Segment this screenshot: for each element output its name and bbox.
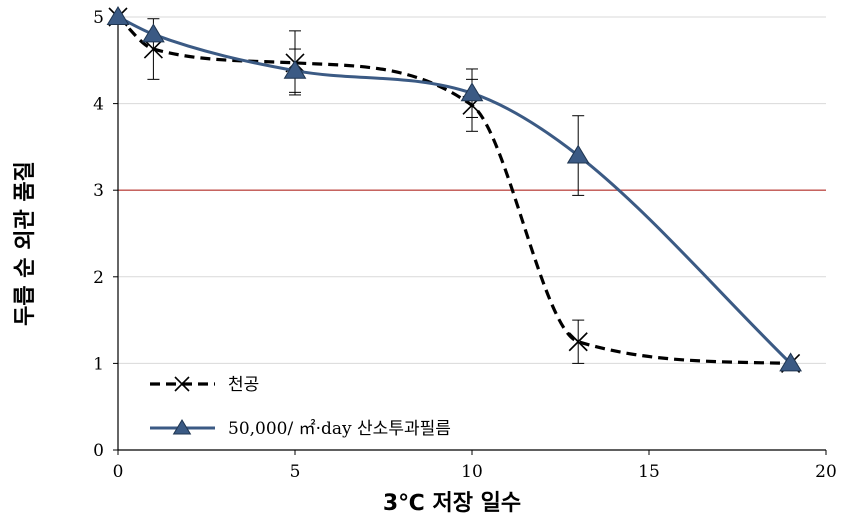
x-tick-label-20: 20 — [815, 462, 837, 482]
y-tick-label-3: 3 — [93, 181, 104, 201]
legend-marker-x — [174, 376, 190, 392]
x-tick-label-5: 5 — [290, 462, 301, 482]
y-tick-label-5: 5 — [93, 8, 104, 28]
data-point — [568, 332, 588, 352]
data-point — [283, 59, 307, 79]
legend-marker-triangle — [172, 419, 192, 435]
y-tick-label-2: 2 — [93, 268, 104, 288]
data-point — [779, 352, 802, 372]
series-line — [116, 15, 791, 365]
data-point — [566, 144, 590, 164]
legend: 천공 50,000/ ㎡·day 산소투과필름 — [150, 375, 451, 439]
axis-ticks: 0 5 10 15 20 0 1 2 3 4 5 — [93, 8, 837, 482]
y-tick-label-0: 0 — [93, 441, 104, 461]
data-point — [106, 6, 130, 25]
series-layer — [106, 6, 802, 373]
data-point — [142, 23, 165, 43]
x-axis-title: 3℃ 저장 일수 — [383, 491, 521, 516]
legend-label-film: 50,000/ ㎡·day 산소투과필름 — [228, 419, 451, 439]
x-tick-label-10: 10 — [461, 462, 483, 482]
y-tick-label-4: 4 — [93, 95, 104, 115]
x-tick-label-15: 15 — [638, 462, 660, 482]
y-tick-label-1: 1 — [93, 354, 104, 374]
data-point — [460, 82, 484, 102]
legend-label-perforated: 천공 — [228, 375, 259, 395]
data-point — [143, 39, 163, 59]
x-tick-label-0: 0 — [113, 462, 124, 482]
y-axis-title: 두릅 순 외관 품질 — [13, 161, 38, 326]
series-1 — [106, 6, 802, 372]
series-line — [117, 15, 792, 365]
